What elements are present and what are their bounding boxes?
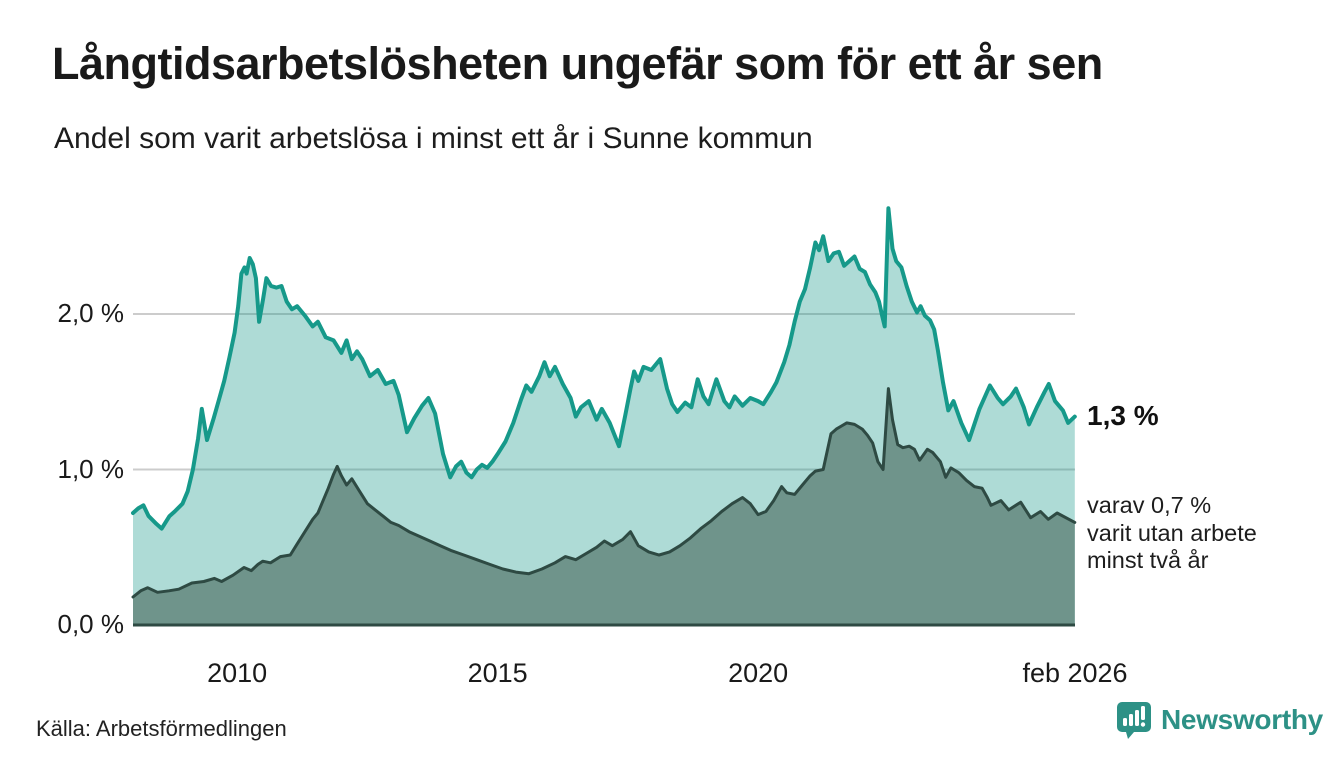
area-fill-series-1 — [133, 388, 1075, 625]
y-axis-tick-0: 0,0 % — [57, 609, 125, 639]
secondary-annotation-line-3: minst två år — [1087, 547, 1209, 574]
y-axis-tick-1: 1,0 % — [57, 453, 125, 484]
page-subtitle: Andel som varit arbetslösa i minst ett å… — [54, 122, 813, 155]
x-axis-tick-2020: 2020 — [728, 658, 789, 688]
secondary-annotation-line-1: varav 0,7 % — [1087, 492, 1212, 519]
area-line-series-1 — [131, 387, 1077, 599]
newsworthy-logo: Newsworthy — [1115, 700, 1323, 740]
secondary-series-annotation: varav 0,7 % varit utan arbete minst två … — [1087, 492, 1257, 575]
secondary-annotation-line-2: varit utan arbete — [1087, 519, 1257, 546]
series-end-value-label: 1,3 % — [1087, 399, 1159, 431]
source-credit: Källa: Arbetsförmedlingen — [36, 716, 287, 741]
x-axis-tick-2010: 2010 — [207, 658, 268, 688]
newsworthy-wordmark: Newsworthy — [1161, 704, 1323, 735]
area-line-series-0 — [131, 206, 1077, 531]
x-axis-tick-feb-2026: feb 2026 — [1022, 658, 1128, 688]
page-title: Långtidsarbetslösheten ungefär som för e… — [52, 38, 1103, 89]
newsworthy-logo-icon — [1117, 702, 1151, 739]
y-axis-tick-2: 2,0 % — [57, 298, 125, 328]
x-axis-tick-2015: 2015 — [467, 658, 528, 688]
